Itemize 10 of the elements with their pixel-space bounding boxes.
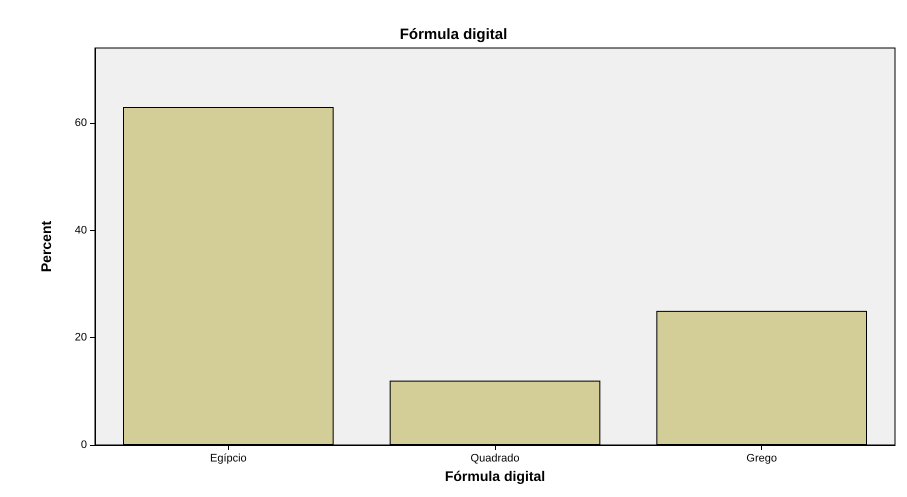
chart-title: Fórmula digital [400,26,508,43]
y-tick-label: 60 [74,117,87,130]
y-tick-label: 20 [74,332,87,344]
y-axis-title: Percent [38,220,54,272]
x-tick-label: Grego [746,452,777,464]
x-tick-label: Egípcio [210,452,247,464]
y-tick-label: 40 [74,224,87,236]
x-axis-title: Fórmula digital [444,468,546,484]
y-tick-label: 0 [80,439,87,451]
x-tick-label: Quadrado [470,452,520,464]
